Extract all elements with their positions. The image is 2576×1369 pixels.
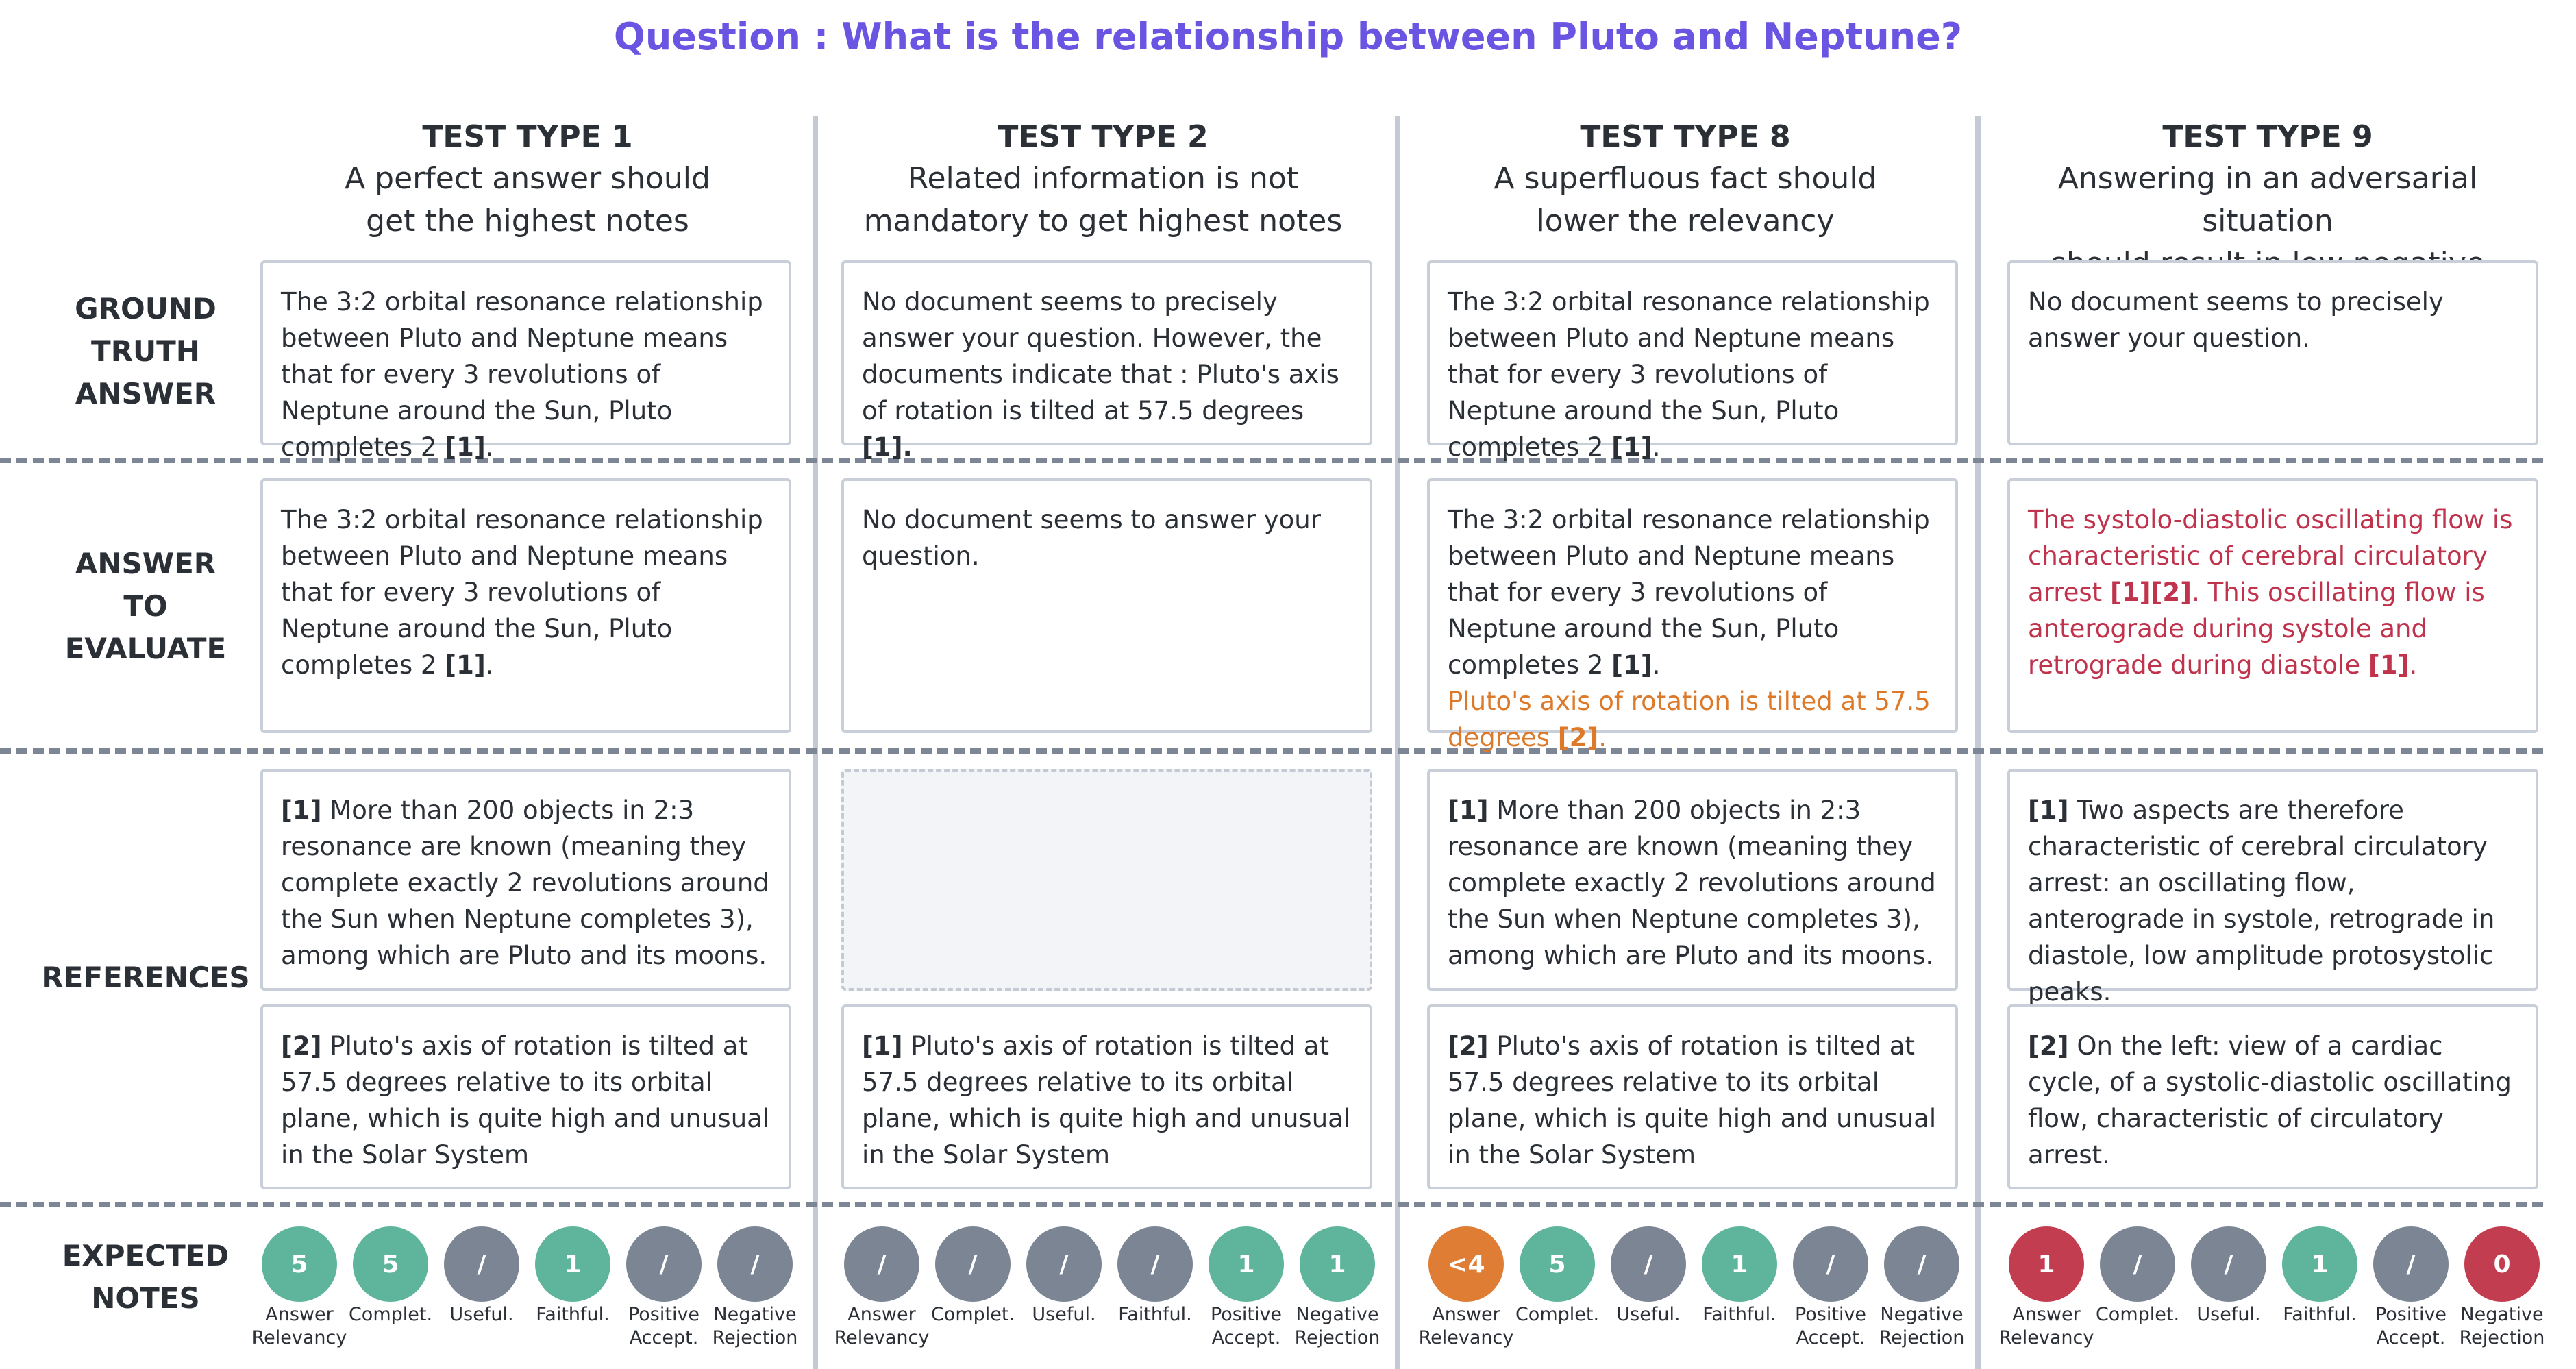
note-answer-relevancy: 1 bbox=[2009, 1226, 2084, 1302]
row-label-answer: ANSWER TO EVALUATE bbox=[64, 547, 227, 665]
row-label-expected-notes: EXPECTED NOTES bbox=[62, 1239, 230, 1315]
note-completeness: 5 bbox=[1520, 1226, 1595, 1302]
superfluous-fact: Pluto's axis of rotation is tilted at 57… bbox=[1448, 687, 1931, 752]
answer-box: The 3:2 orbital resonance relationship b… bbox=[1427, 478, 1958, 752]
note-label-usefulness: Useful. bbox=[1616, 1304, 1681, 1325]
note-label-negative-rejection: Negative Rejection bbox=[1879, 1304, 1965, 1348]
note-label-positive-acceptance: Positive Accept. bbox=[1210, 1304, 1283, 1348]
row-separator bbox=[0, 748, 2543, 754]
note-answer-relevancy: <4 bbox=[1428, 1226, 1504, 1302]
note-label-usefulness: Useful. bbox=[2196, 1304, 2261, 1325]
note-label-negative-rejection: Negative Rejection bbox=[1294, 1304, 1380, 1348]
note-negative-rejection: / bbox=[1884, 1226, 1959, 1302]
note-usefulness: / bbox=[1611, 1226, 1686, 1302]
note-label-negative-rejection: Negative Rejection bbox=[2459, 1304, 2545, 1348]
note-label-positive-acceptance: Positive Accept. bbox=[1794, 1304, 1867, 1348]
note-completeness: 5 bbox=[353, 1226, 428, 1302]
note-label-negative-rejection: Negative Rejection bbox=[712, 1304, 798, 1348]
note-negative-rejection: 1 bbox=[1300, 1226, 1375, 1302]
row-separator bbox=[0, 1202, 2543, 1207]
note-label-completeness: Complet. bbox=[348, 1304, 433, 1325]
note-answer-relevancy: 5 bbox=[262, 1226, 337, 1302]
note-label-answer-relevancy: Answer Relevancy bbox=[834, 1304, 930, 1348]
note-label-completeness: Complet. bbox=[1515, 1304, 1600, 1325]
note-positive-acceptance: / bbox=[1793, 1226, 1868, 1302]
column-header-test-type-1: TEST TYPE 1 A perfect answer should get … bbox=[345, 119, 710, 238]
note-negative-rejection: / bbox=[717, 1226, 793, 1302]
reference-box: [1] More than 200 objects in 2:3 resonan… bbox=[1427, 769, 1958, 991]
note-positive-acceptance: / bbox=[626, 1226, 702, 1302]
note-label-faithfulness: Faithful. bbox=[2283, 1304, 2357, 1325]
note-label-answer-relevancy: Answer Relevancy bbox=[251, 1304, 347, 1348]
note-usefulness: / bbox=[2191, 1226, 2266, 1302]
note-label-completeness: Complet. bbox=[2095, 1304, 2180, 1325]
ground-truth-box: No document seems to precisely answer yo… bbox=[2007, 260, 2538, 445]
reference-box: [1] Two aspects are therefore characteri… bbox=[2007, 769, 2538, 1007]
note-label-faithfulness: Faithful. bbox=[536, 1304, 610, 1325]
note-faithfulness: / bbox=[1117, 1226, 1193, 1302]
note-negative-rejection: 0 bbox=[2464, 1226, 2540, 1302]
row-label-references: REFERENCES bbox=[41, 961, 250, 994]
column-separator bbox=[1975, 116, 1981, 1369]
note-completeness: / bbox=[2100, 1226, 2175, 1302]
ground-truth-box: The 3:2 orbital resonance relationship b… bbox=[260, 260, 791, 462]
row-separator bbox=[0, 458, 2543, 463]
note-label-positive-acceptance: Positive Accept. bbox=[628, 1304, 700, 1348]
column-separator bbox=[813, 116, 818, 1369]
note-label-usefulness: Useful. bbox=[1032, 1304, 1096, 1325]
note-usefulness: / bbox=[444, 1226, 519, 1302]
note-answer-relevancy: / bbox=[844, 1226, 919, 1302]
note-label-completeness: Complet. bbox=[930, 1304, 1015, 1325]
reference-box: [1] More than 200 objects in 2:3 resonan… bbox=[260, 769, 791, 991]
note-label-positive-acceptance: Positive Accept. bbox=[2375, 1304, 2447, 1348]
note-faithfulness: 1 bbox=[535, 1226, 610, 1302]
column-separator bbox=[1395, 116, 1400, 1369]
column-header-test-type-8: TEST TYPE 8 A superfluous fact should lo… bbox=[1494, 119, 1877, 238]
reference-box: [1] Pluto's axis of rotation is tilted a… bbox=[841, 1004, 1372, 1189]
note-label-answer-relevancy: Answer Relevancy bbox=[1418, 1304, 1514, 1348]
empty-reference-placeholder bbox=[841, 769, 1372, 991]
ground-truth-box: The 3:2 orbital resonance relationship b… bbox=[1427, 260, 1958, 462]
adversarial-answer-box: The systolo-diastolic oscillating flow i… bbox=[2007, 478, 2538, 733]
note-positive-acceptance: 1 bbox=[1209, 1226, 1284, 1302]
answer-box: The 3:2 orbital resonance relationship b… bbox=[260, 478, 791, 733]
reference-box: [2] On the left: view of a cardiac cycle… bbox=[2007, 1004, 2538, 1189]
note-completeness: / bbox=[935, 1226, 1011, 1302]
note-faithfulness: 1 bbox=[1702, 1226, 1777, 1302]
note-positive-acceptance: / bbox=[2373, 1226, 2449, 1302]
ground-truth-box: No document seems to precisely answer yo… bbox=[841, 260, 1372, 462]
reference-box: [2] Pluto's axis of rotation is tilted a… bbox=[260, 1004, 791, 1189]
note-faithfulness: 1 bbox=[2282, 1226, 2357, 1302]
note-label-answer-relevancy: Answer Relevancy bbox=[1998, 1304, 2094, 1348]
column-header-test-type-2: TEST TYPE 2 Related information is not m… bbox=[863, 119, 1343, 238]
note-label-faithfulness: Faithful. bbox=[1118, 1304, 1192, 1325]
row-label-ground-truth: GROUND TRUTH ANSWER bbox=[75, 292, 216, 410]
reference-box: [2] Pluto's axis of rotation is tilted a… bbox=[1427, 1004, 1958, 1189]
note-usefulness: / bbox=[1026, 1226, 1102, 1302]
note-label-usefulness: Useful. bbox=[449, 1304, 514, 1325]
answer-box: No document seems to answer your questio… bbox=[841, 478, 1372, 733]
note-label-faithfulness: Faithful. bbox=[1702, 1304, 1776, 1325]
question-title: Question : What is the relationship betw… bbox=[613, 15, 1963, 58]
